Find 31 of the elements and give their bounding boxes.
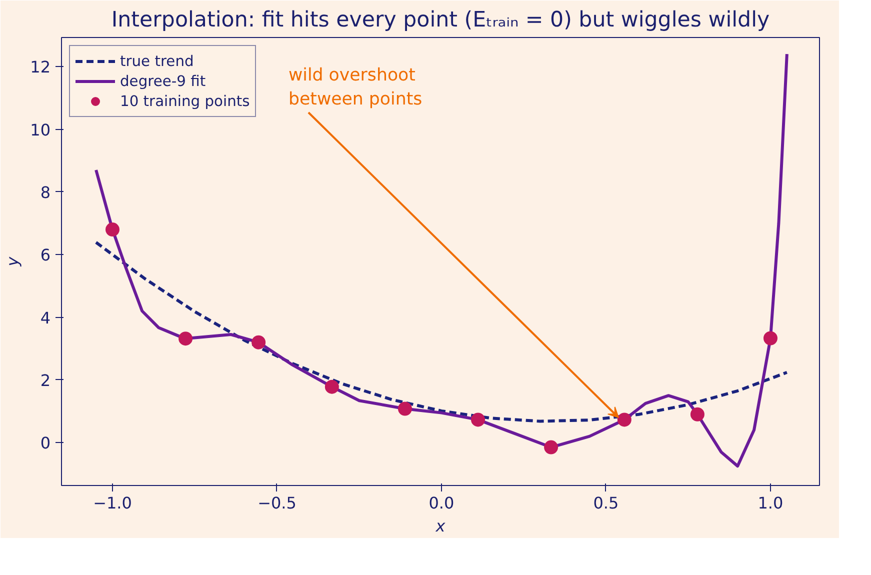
y-tick-label: 4: [40, 308, 51, 328]
point: [544, 440, 558, 454]
y-tick-label: 6: [40, 246, 51, 265]
y-tick-label: 8: [40, 182, 51, 202]
chart-title: Interpolation: fit hits every point (Eₜᵣₐᵢₙ = 0) but wiggles wildly: [111, 8, 770, 32]
y-axis-title: y: [3, 256, 22, 268]
y-tick-label: 12: [30, 58, 50, 77]
x-tick-label: 0.0: [428, 494, 454, 512]
point: [324, 380, 339, 394]
line-series: [94, 240, 788, 423]
x-tick-label: −1.0: [93, 494, 132, 512]
y-tick-label: 0: [40, 434, 51, 453]
x-axis-title: x: [434, 516, 446, 536]
point: [252, 335, 266, 350]
point: [763, 331, 778, 346]
point: [690, 407, 704, 422]
legend-label: degree-9 fit: [120, 72, 206, 90]
legend-label: true trend: [120, 52, 194, 70]
point: [471, 412, 486, 427]
y-tick-label: 10: [30, 120, 50, 140]
point: [617, 412, 632, 427]
x-tick-label: 0.5: [593, 494, 619, 512]
annotation: wild overshoot between points: [288, 66, 422, 110]
x-tick-label: 1.0: [758, 494, 784, 512]
point: [105, 222, 120, 237]
y-tick-label: 2: [40, 370, 51, 390]
line-series: [94, 52, 788, 468]
point: [398, 402, 412, 416]
point: [178, 332, 193, 346]
legend-label: 10 training points: [120, 92, 250, 110]
x-tick-label: −0.5: [258, 494, 296, 512]
